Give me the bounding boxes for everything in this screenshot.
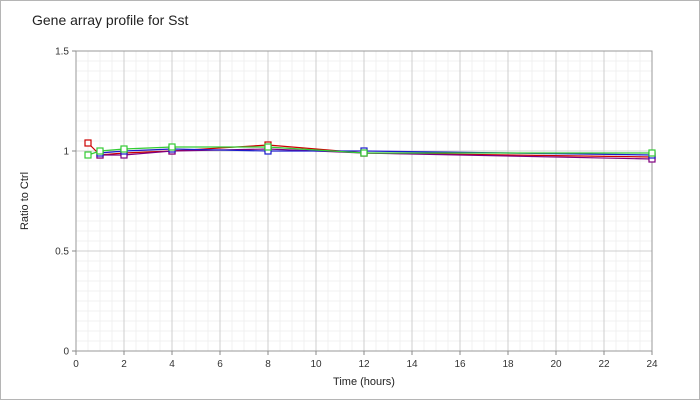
data-point — [84, 151, 92, 159]
y-tick-label: 0 — [63, 347, 69, 358]
x-axis-ticks: 0 2 4 6 8 10 12 14 16 18 20 22 24 — [73, 351, 658, 370]
series-4 — [84, 143, 656, 159]
x-tick-label: 24 — [646, 359, 658, 370]
x-tick-label: 2 — [121, 359, 127, 370]
y-axis-ticks: 0 0.5 1 1.5 — [55, 47, 76, 358]
x-tick-label: 18 — [502, 359, 514, 370]
chart-title: Gene array profile for Sst — [32, 12, 189, 28]
data-point — [168, 143, 176, 151]
x-tick-label: 16 — [454, 359, 466, 370]
data-point — [264, 143, 272, 151]
series-layer — [84, 139, 656, 163]
x-tick-label: 4 — [169, 359, 175, 370]
y-axis-title: Ratio to Ctrl — [19, 172, 31, 230]
x-tick-label: 12 — [358, 359, 370, 370]
y-tick-label: 1.5 — [55, 47, 69, 58]
x-tick-label: 10 — [310, 359, 322, 370]
x-tick-label: 22 — [598, 359, 610, 370]
y-tick-label: 1 — [63, 147, 69, 158]
data-point — [360, 149, 368, 157]
data-point — [120, 145, 128, 153]
series-line — [99, 148, 653, 156]
data-point — [84, 139, 92, 147]
x-tick-label: 0 — [73, 359, 79, 370]
x-tick-label: 20 — [550, 359, 562, 370]
x-tick-label: 8 — [265, 359, 271, 370]
x-axis-title: Time (hours) — [333, 376, 395, 388]
y-tick-label: 0.5 — [55, 247, 69, 258]
x-tick-label: 6 — [217, 359, 223, 370]
data-point — [96, 147, 104, 155]
data-point — [648, 149, 656, 157]
x-tick-label: 14 — [406, 359, 418, 370]
